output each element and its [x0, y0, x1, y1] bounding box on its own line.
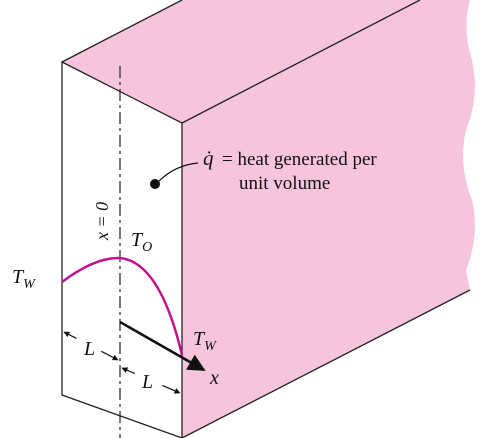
right-wall-temperature: TW [193, 328, 217, 354]
half-width-left: L [83, 338, 95, 360]
center-temperature: TO [131, 229, 152, 255]
subscript: O [142, 240, 152, 255]
x-axis-label: x [209, 367, 219, 389]
subscript: W [23, 277, 36, 292]
half-width-right: L [141, 371, 153, 393]
dimension-left [63, 331, 119, 361]
x-axis-arrow [119, 320, 206, 372]
subscript: W [204, 339, 217, 354]
symbol: T [12, 266, 25, 288]
symbol: T [193, 328, 206, 350]
annotation-line-2: unit volume [239, 173, 330, 194]
front-face [61, 60, 183, 438]
dimension-right [121, 367, 181, 394]
left-wall-temperature: TW [12, 266, 36, 292]
axis-label: x = 0 [92, 202, 112, 241]
leader-line [157, 162, 199, 183]
temperature-profile [61, 256, 184, 356]
generation-dot [150, 179, 160, 189]
annotation-line-1: = heat generated per [222, 149, 377, 170]
symbol: T [131, 229, 144, 251]
slab-edges [61, 0, 471, 438]
slab-body [62, 0, 475, 438]
q-dot-symbol: q̇ [203, 146, 214, 170]
